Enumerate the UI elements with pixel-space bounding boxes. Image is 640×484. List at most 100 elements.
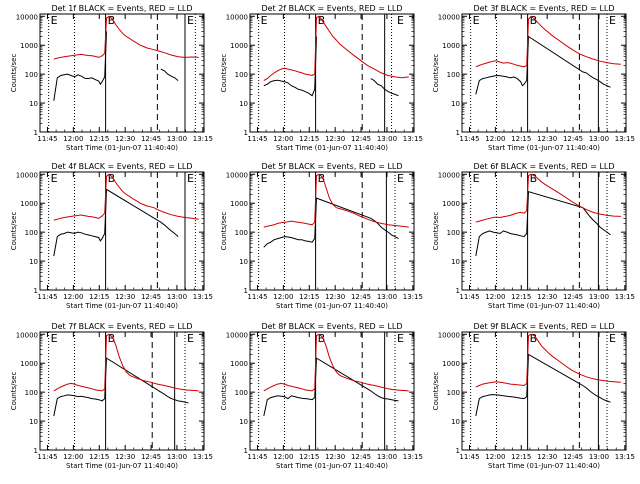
y-tick-label: 100 <box>235 229 248 237</box>
x-tick-label: 11:45 <box>459 453 479 461</box>
x-axis-label: Start Time (01-Jun-07 11:40:40) <box>488 462 600 470</box>
series-lld <box>475 173 621 223</box>
series-events <box>475 35 611 95</box>
y-axis-label: Counts/sec <box>220 212 228 251</box>
y-tick-label: 10 <box>29 100 38 108</box>
x-tick-label: 12:00 <box>273 135 293 143</box>
series-events <box>475 353 611 417</box>
x-tick-label: 13:15 <box>615 135 635 143</box>
series-lld <box>53 333 199 392</box>
interval-marker: B <box>108 14 116 27</box>
x-tick-label: 12:00 <box>273 453 293 461</box>
y-tick-label: 10000 <box>16 13 38 21</box>
y-tick-label: 10000 <box>438 171 460 179</box>
x-tick-label: 13:00 <box>167 453 187 461</box>
x-tick-label: 13:15 <box>193 453 213 461</box>
y-axis-label: Counts/sec <box>432 212 440 251</box>
x-axis-label: Start Time (01-Jun-07 11:40:40) <box>488 144 600 152</box>
y-axis-label: Counts/sec <box>10 212 18 251</box>
x-tick-label: 12:45 <box>141 135 161 143</box>
x-tick-label: 11:45 <box>37 453 57 461</box>
plot-frame <box>249 171 415 291</box>
plot-frame <box>461 13 627 133</box>
interval-marker: E <box>261 332 268 345</box>
x-tick-label: 11:45 <box>247 453 267 461</box>
x-tick-label: 12:45 <box>563 453 583 461</box>
series-events <box>53 357 189 417</box>
series-lld <box>263 15 409 82</box>
y-tick-label: 10000 <box>16 171 38 179</box>
interval-marker: E <box>473 14 480 27</box>
interval-marker: B <box>318 332 326 345</box>
x-tick-label: 13:00 <box>589 453 609 461</box>
x-tick-label: 13:00 <box>377 135 397 143</box>
y-tick-label: 10 <box>239 418 248 426</box>
x-axis-label: Start Time (01-Jun-07 11:40:40) <box>276 144 388 152</box>
series-events <box>263 197 399 248</box>
plot-frame <box>39 171 205 291</box>
y-tick-label: 100 <box>235 389 248 397</box>
y-axis-label: Counts/sec <box>432 372 440 411</box>
y-tick-label: 10000 <box>438 13 460 21</box>
panel-det-1f: Det 1f BLACK = Events, RED = LLD 1 10 100 10… <box>10 4 213 152</box>
interval-marker: E <box>473 172 480 185</box>
x-tick-label: 11:45 <box>459 293 479 301</box>
interval-marker: B <box>318 14 326 27</box>
x-tick-label: 12:00 <box>485 293 505 301</box>
y-axis-label: Counts/sec <box>10 372 18 411</box>
y-tick-label: 1 <box>456 447 460 455</box>
panel-title: Det 3f BLACK = Events, RED = LLD <box>473 4 614 13</box>
panel-title: Det 1f BLACK = Events, RED = LLD <box>51 4 192 13</box>
y-tick-label: 10 <box>29 418 38 426</box>
x-tick-label: 13:15 <box>615 453 635 461</box>
x-tick-label: 12:15 <box>89 293 109 301</box>
x-tick-label: 12:00 <box>63 453 83 461</box>
x-tick-label: 12:45 <box>351 135 371 143</box>
x-tick-label: 12:15 <box>89 453 109 461</box>
x-tick-label: 12:30 <box>115 453 135 461</box>
y-tick-label: 100 <box>447 229 460 237</box>
x-tick-label: 13:00 <box>589 135 609 143</box>
interval-marker: E <box>397 172 404 185</box>
x-tick-label: 13:00 <box>167 293 187 301</box>
interval-marker: B <box>530 332 538 345</box>
x-tick-label: 12:00 <box>63 135 83 143</box>
panel-title: Det 4f BLACK = Events, RED = LLD <box>51 162 192 171</box>
panel-title: Det 9f BLACK = Events, RED = LLD <box>473 322 614 331</box>
x-tick-label: 11:45 <box>37 293 57 301</box>
interval-marker: E <box>609 14 616 27</box>
y-tick-label: 1 <box>244 287 248 295</box>
x-axis-label: Start Time (01-Jun-07 11:40:40) <box>276 302 388 310</box>
panel-det-8f: Det 8f BLACK = Events, RED = LLD 1 10 100 10… <box>220 322 423 470</box>
x-axis-label: Start Time (01-Jun-07 11:40:40) <box>66 144 178 152</box>
panel-det-6f: Det 6f BLACK = Events, RED = LLD 1 10 100 10… <box>432 162 635 310</box>
panel-det-2f: Det 2f BLACK = Events, RED = LLD 1 10 100 10… <box>220 4 423 152</box>
series-lld <box>475 15 621 68</box>
x-tick-label: 12:30 <box>537 293 557 301</box>
x-tick-label: 12:45 <box>141 293 161 301</box>
y-axis-label: Counts/sec <box>220 372 228 411</box>
interval-marker: E <box>261 172 268 185</box>
y-tick-label: 10 <box>451 100 460 108</box>
x-tick-label: 11:45 <box>459 135 479 143</box>
y-tick-label: 1000 <box>20 200 38 208</box>
y-tick-label: 1000 <box>442 200 460 208</box>
y-tick-label: 1 <box>456 129 460 137</box>
x-tick-label: 12:30 <box>537 135 557 143</box>
x-tick-label: 13:00 <box>377 293 397 301</box>
x-tick-label: 12:15 <box>299 293 319 301</box>
series-events <box>53 188 179 257</box>
x-tick-label: 13:15 <box>403 293 423 301</box>
y-axis-label: Counts/sec <box>10 54 18 93</box>
y-tick-label: 1000 <box>230 42 248 50</box>
x-tick-label: 12:15 <box>299 135 319 143</box>
series-events <box>475 191 611 257</box>
x-tick-label: 12:30 <box>115 293 135 301</box>
y-tick-label: 10 <box>451 418 460 426</box>
y-tick-label: 10000 <box>226 13 248 21</box>
y-tick-label: 1 <box>456 287 460 295</box>
y-tick-label: 100 <box>447 71 460 79</box>
y-axis-label: Counts/sec <box>220 54 228 93</box>
interval-marker: E <box>187 14 194 27</box>
